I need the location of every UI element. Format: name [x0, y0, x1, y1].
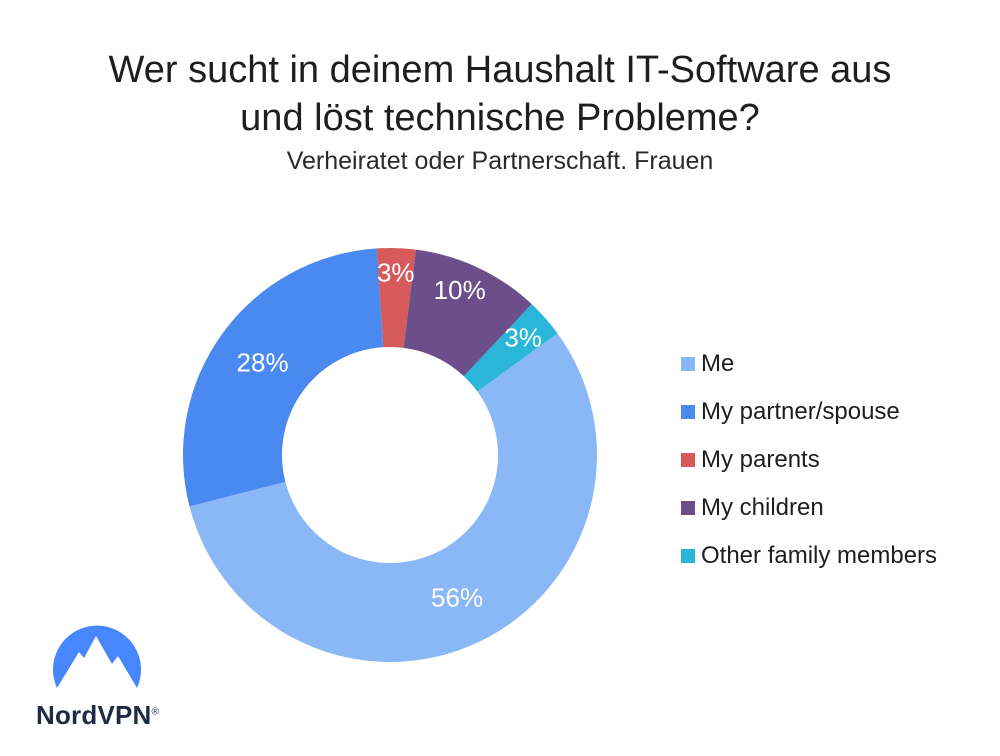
legend-label: Other family members [701, 542, 938, 569]
legend-swatch [681, 501, 695, 515]
legend-label: My children [701, 494, 824, 521]
nordvpn-mountain-icon [53, 625, 141, 688]
donut-label-me: 56% [431, 583, 483, 613]
nordvpn-logo: NordVPN® [36, 618, 166, 738]
donut-slice-my-partner-spouse [182, 248, 384, 507]
logo-trademark: ® [151, 706, 160, 718]
legend-item-my-partner-spouse: My partner/spouse [681, 388, 937, 436]
chart-subtitle: Verheiratet oder Partnerschaft. Frauen [286, 147, 714, 175]
legend-swatch [681, 357, 695, 371]
legend-label: My parents [701, 446, 820, 473]
legend-swatch [681, 453, 695, 467]
chart-legend: Me My partner/spouse My parents My children… [681, 340, 937, 580]
chart-title-block: Wer sucht in deinem Haushalt IT-Software… [0, 46, 1000, 178]
legend-swatch [681, 405, 695, 419]
donut-label-my-children: 10% [434, 275, 486, 305]
nordvpn-logo-text: NordVPN® [36, 700, 159, 731]
donut-label-my-parents: 3% [377, 258, 415, 288]
chart-title-line-1: Wer sucht in deinem Haushalt IT-Software… [108, 49, 892, 91]
legend-swatch [681, 549, 695, 563]
legend-item-other-family-members: Other family members [681, 532, 937, 580]
legend-item-me: Me [681, 340, 937, 388]
donut-slice-me [189, 333, 598, 663]
chart-title-line-2: und löst technische Probleme? [240, 97, 760, 139]
donut-label-other-family-members: 3% [504, 323, 542, 353]
donut-slice-other-family-members [463, 304, 558, 392]
donut-labels: 56% 28% 3% 10% 3% [237, 258, 542, 613]
logo-wordmark: NordVPN [36, 700, 152, 730]
legend-label: Me [701, 350, 735, 377]
donut-slice-my-parents [377, 248, 416, 348]
donut-label-my-partner-spouse: 28% [237, 347, 289, 377]
donut-slice-my-children [403, 249, 532, 377]
legend-item-my-children: My children [681, 484, 937, 532]
legend-item-my-parents: My parents [681, 436, 937, 484]
legend-label: My partner/spouse [701, 398, 900, 425]
donut-slices [182, 248, 598, 663]
